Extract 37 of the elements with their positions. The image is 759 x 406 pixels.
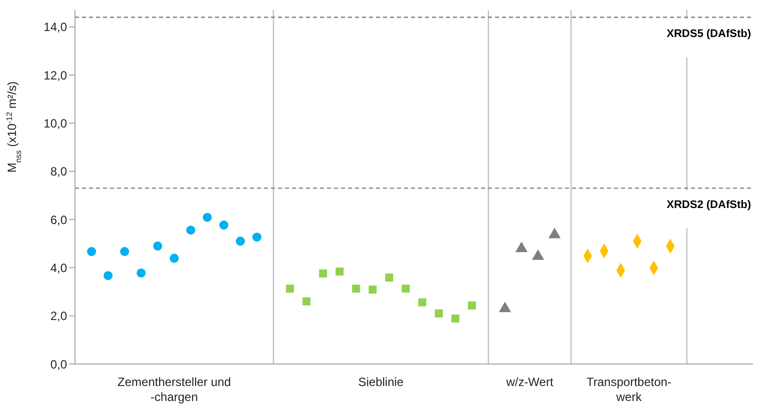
point [468,301,476,310]
point [302,297,311,306]
point [385,274,394,282]
point [236,236,245,246]
point [451,314,460,322]
point [87,247,96,256]
point [186,226,196,235]
point [252,232,262,242]
x-tick-label: Sieblinie [358,375,404,389]
point [434,309,443,318]
y-tick-label: 2,0 [50,309,68,324]
point [352,284,360,293]
point [202,212,212,222]
point [319,269,328,278]
point [170,254,179,263]
x-tick-label: Zementhersteller und -chargen [118,375,231,404]
y-tick-label: 10,0 [44,116,68,130]
y-tick-label: 14,0 [44,20,68,34]
point [336,268,344,276]
y-tick-label: 8,0 [50,164,68,179]
point [368,286,377,294]
y-tick-label: 12,0 [44,68,68,82]
ref-line-label: XRDS2 (DAfStb) [666,199,752,212]
point [153,241,162,251]
point [402,284,410,293]
point [120,247,130,256]
y-tick-label: 0,0 [50,357,68,372]
point [286,284,294,293]
point [219,220,228,230]
x-tick-label: Transportbeton- werk [586,375,672,404]
point [418,298,426,306]
y-tick-label: 6,0 [50,212,68,227]
x-tick-label: w/z-Wert [505,375,554,389]
ref-line-label: XRDS5 (DAfStb) [666,28,752,40]
point [136,268,146,278]
y-tick-label: 4,0 [50,260,68,275]
point [104,271,113,280]
